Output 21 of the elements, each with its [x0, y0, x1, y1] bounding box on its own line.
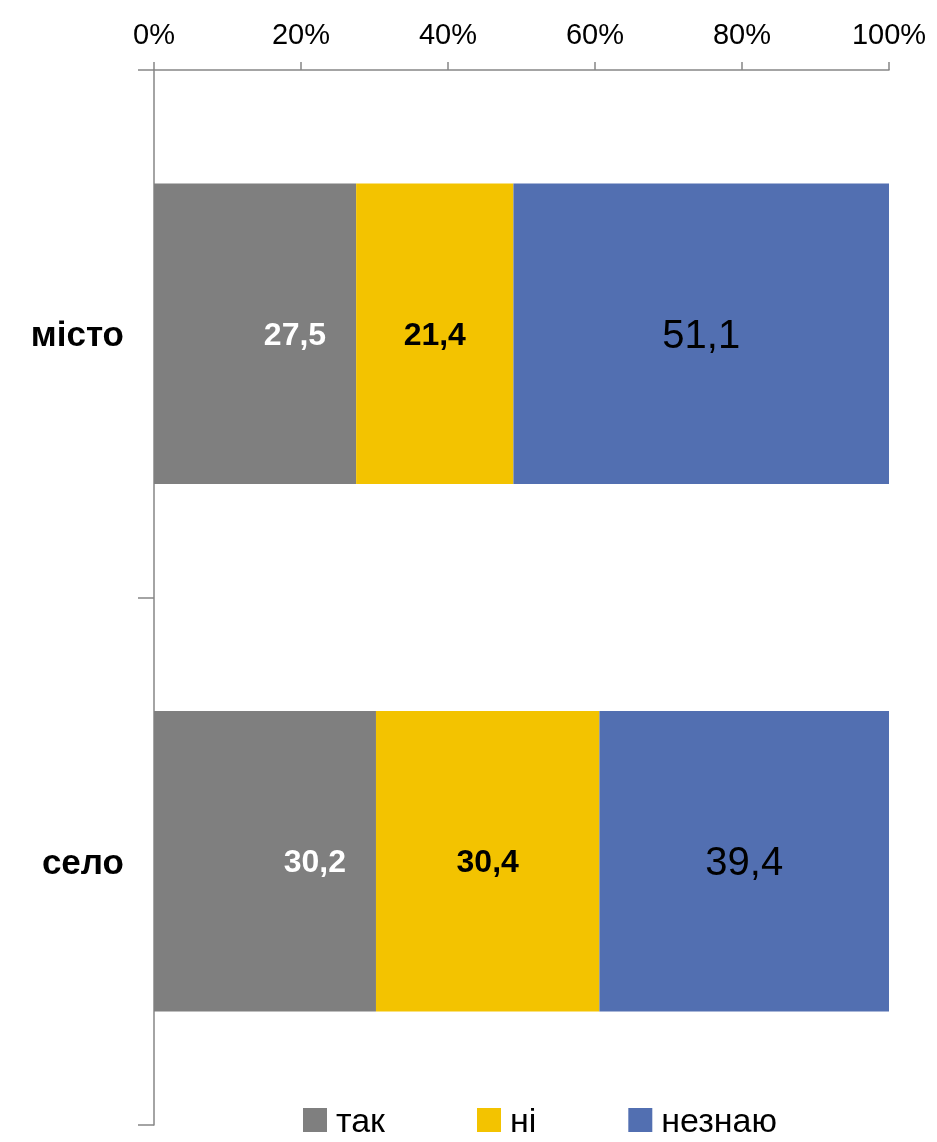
bar [513, 183, 889, 485]
x-tick-label: 80% [712, 17, 772, 50]
bar [599, 710, 889, 1012]
data-label: 27,5 [263, 315, 327, 352]
x-tick-label: 40% [418, 17, 478, 50]
x-tick-label: 20% [271, 17, 331, 50]
x-tick-label: 100% [851, 17, 927, 50]
legend-label: незнаю [661, 1101, 778, 1139]
data-label: 39,4 [705, 839, 784, 884]
data-label: 30,2 [283, 843, 346, 880]
data-label: 51,1 [662, 311, 741, 356]
bar [356, 183, 514, 485]
bar [375, 710, 600, 1012]
data-label: 21,4 [403, 315, 467, 352]
y-tick-label: місто [30, 314, 124, 354]
legend-label: ні [509, 1101, 537, 1139]
data-label: 30,4 [456, 843, 520, 880]
x-tick-label: 60% [565, 17, 625, 50]
y-tick-label: село [41, 841, 124, 881]
legend-label: так [336, 1101, 387, 1139]
x-tick-label: 0% [133, 17, 175, 50]
